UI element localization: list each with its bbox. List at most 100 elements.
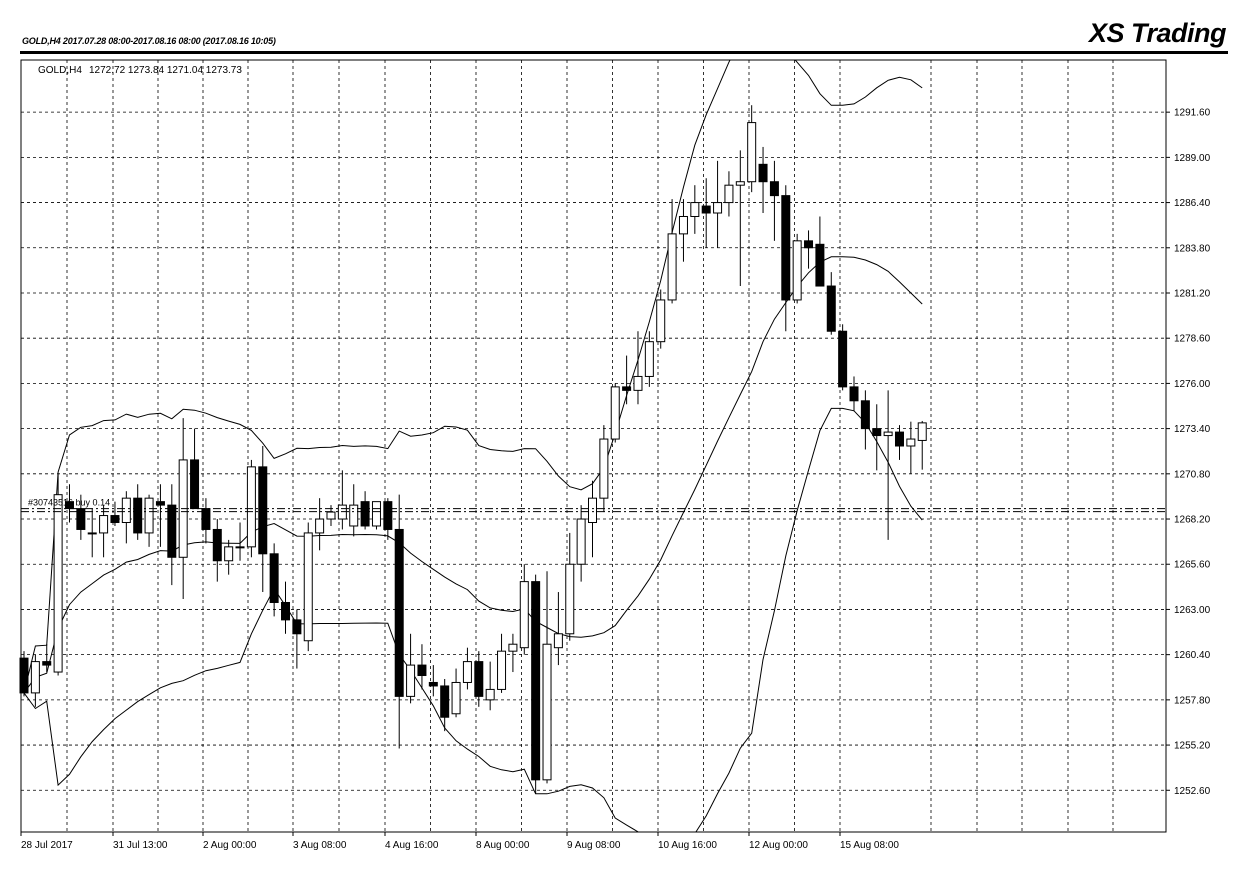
candle bbox=[576, 505, 586, 582]
candle bbox=[781, 185, 791, 332]
y-tick-label: 1283.80 bbox=[1174, 243, 1211, 254]
candle-body-up bbox=[644, 341, 654, 377]
candle bbox=[258, 446, 268, 593]
candle-body-down bbox=[19, 657, 29, 694]
y-tick-label: 1255.20 bbox=[1174, 741, 1211, 752]
candle-body-up bbox=[724, 184, 734, 204]
candle-body-up bbox=[690, 202, 700, 217]
y-tick-label: 1268.20 bbox=[1174, 515, 1211, 526]
candle bbox=[610, 383, 620, 443]
candle bbox=[292, 609, 302, 669]
upper-band-line bbox=[23, 60, 923, 694]
candle bbox=[599, 425, 609, 513]
candle bbox=[883, 390, 893, 540]
y-axis: 1291.60 1289.00 1286.40 1283.80 1281.20 1278.… bbox=[1166, 108, 1211, 797]
candle-body-down bbox=[155, 501, 165, 506]
candle-body-up bbox=[792, 240, 802, 301]
x-axis: 28 Jul 2017 31 Jul 13:00 2 Aug 00:00 3 Aug … bbox=[20, 832, 899, 851]
candle-body-up bbox=[667, 233, 677, 301]
candle-body-up bbox=[30, 661, 40, 694]
candle-body-up bbox=[599, 438, 609, 499]
candle-body-up bbox=[326, 511, 336, 520]
candle-body-up bbox=[735, 181, 745, 186]
candle bbox=[110, 501, 120, 526]
y-tick-label: 1289.00 bbox=[1174, 153, 1211, 164]
candle bbox=[190, 428, 200, 510]
candle-body-down bbox=[258, 466, 268, 555]
candle bbox=[735, 150, 745, 287]
candle bbox=[485, 661, 495, 711]
candle-body-down bbox=[42, 661, 52, 666]
candle-body-up bbox=[246, 466, 256, 548]
candle bbox=[474, 651, 484, 707]
candle bbox=[758, 146, 768, 214]
candle bbox=[99, 505, 109, 558]
candle-body-up bbox=[99, 515, 109, 534]
candle-body-down bbox=[838, 330, 848, 388]
x-tick-label: 10 Aug 16:00 bbox=[658, 840, 717, 851]
candle bbox=[724, 171, 734, 217]
x-tick-label: 28 Jul 2017 bbox=[21, 840, 73, 851]
candle-body-down bbox=[167, 504, 177, 558]
candle bbox=[269, 543, 279, 617]
x-tick-label: 2 Aug 00:00 bbox=[203, 840, 257, 851]
candle bbox=[19, 651, 29, 697]
x-tick-label: 31 Jul 13:00 bbox=[113, 840, 168, 851]
candle-body-down bbox=[428, 681, 438, 687]
candle-body-up bbox=[87, 532, 97, 535]
candle bbox=[588, 480, 597, 558]
candle-body-down bbox=[804, 240, 814, 249]
y-tick-label: 1257.80 bbox=[1174, 695, 1211, 706]
candle-body-down bbox=[860, 400, 870, 430]
candle-body-down bbox=[133, 497, 143, 534]
candle-body-down bbox=[201, 508, 211, 530]
candle-body-up bbox=[349, 504, 359, 527]
candle-body-down bbox=[212, 528, 222, 562]
candle-body-up bbox=[656, 299, 666, 343]
y-tick-label: 1278.60 bbox=[1174, 334, 1211, 345]
candle-body-down bbox=[758, 163, 768, 183]
candle-body-up bbox=[462, 661, 472, 683]
plot-frame bbox=[20, 59, 1167, 833]
candle-body-down bbox=[894, 431, 904, 447]
candle bbox=[622, 355, 632, 405]
y-tick-label: 1286.40 bbox=[1174, 198, 1211, 209]
candle bbox=[303, 522, 313, 652]
candle bbox=[42, 644, 52, 673]
y-tick-label: 1252.60 bbox=[1174, 786, 1211, 797]
candle bbox=[701, 178, 711, 248]
brand-logo-text: XS Trading bbox=[1088, 18, 1227, 48]
y-tick-label: 1273.40 bbox=[1174, 424, 1211, 435]
candle bbox=[224, 539, 234, 575]
candle bbox=[826, 272, 836, 335]
candle-body-up bbox=[747, 122, 757, 183]
candle bbox=[462, 647, 472, 690]
candle bbox=[519, 564, 529, 655]
candle bbox=[894, 425, 904, 460]
candle-body-down bbox=[417, 664, 427, 677]
candle-body-up bbox=[883, 431, 893, 437]
candle bbox=[349, 484, 359, 537]
candle bbox=[747, 105, 757, 193]
candle bbox=[508, 633, 518, 673]
candle bbox=[383, 498, 393, 540]
candle bbox=[815, 216, 825, 287]
x-tick-label: 15 Aug 08:00 bbox=[840, 840, 899, 851]
x-tick-label: 3 Aug 08:00 bbox=[293, 840, 347, 851]
candle bbox=[144, 494, 154, 547]
candle bbox=[860, 390, 870, 450]
candle-body-up bbox=[451, 681, 461, 715]
candle-body-up bbox=[519, 581, 529, 649]
candle bbox=[497, 633, 507, 693]
candle-body-up bbox=[588, 497, 597, 524]
ohlc-label: 1272.72 1273.84 1271.04 1273.73 bbox=[89, 65, 242, 76]
candle bbox=[906, 421, 916, 474]
candle-body-down bbox=[292, 619, 302, 635]
candle-body-up bbox=[303, 532, 313, 642]
candle bbox=[201, 498, 211, 544]
candle-body-up bbox=[224, 546, 234, 562]
candle-body-up bbox=[610, 386, 620, 440]
candle-body-down bbox=[769, 181, 779, 197]
candle bbox=[281, 581, 291, 634]
candle bbox=[917, 420, 927, 470]
